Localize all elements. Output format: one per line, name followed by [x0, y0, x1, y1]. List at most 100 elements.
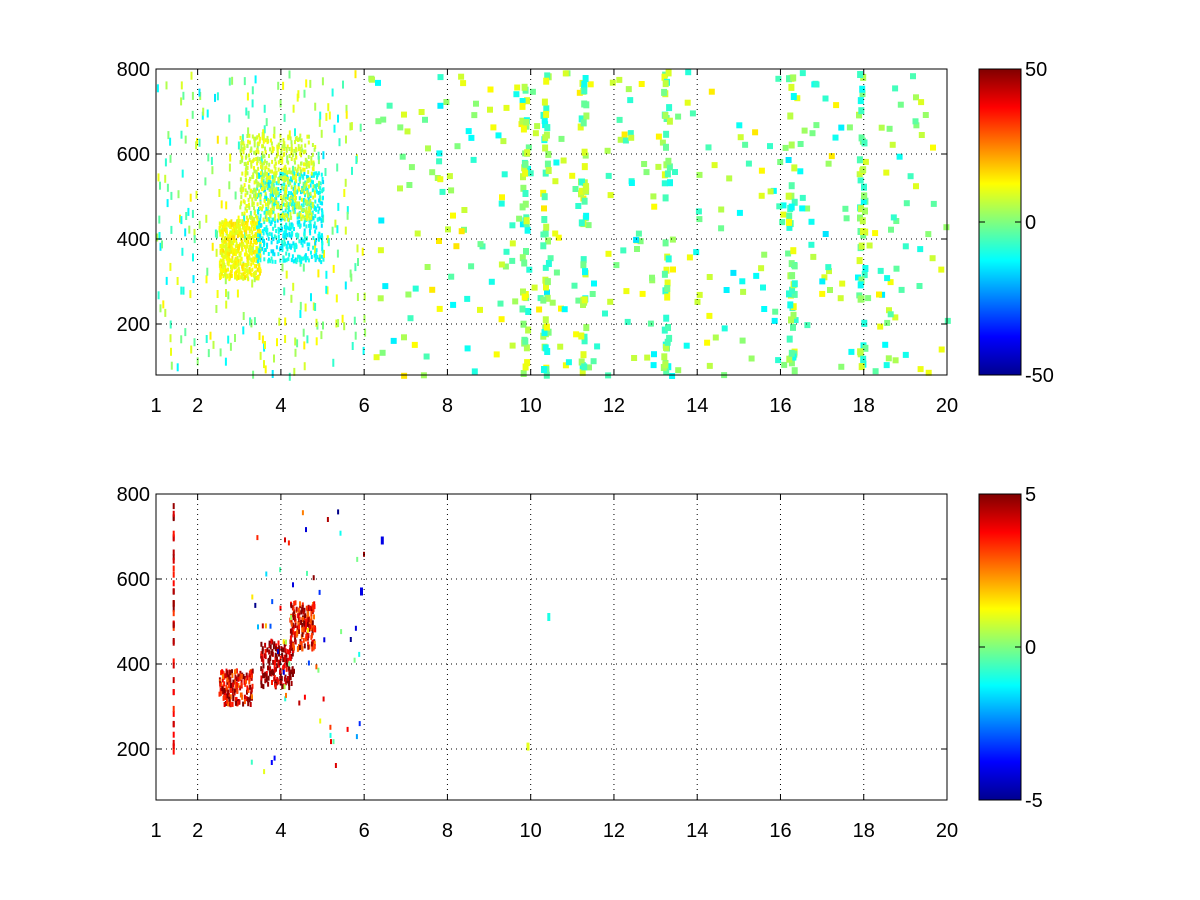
- heatmap-cell: [256, 221, 258, 226]
- heatmap-cell: [258, 220, 260, 225]
- heatmap-cell: [286, 247, 289, 252]
- heatmap-cell: [231, 264, 234, 269]
- heatmap-cell: [263, 154, 266, 159]
- heatmap-cell: [664, 293, 671, 301]
- heatmap-cell: [290, 157, 293, 161]
- heatmap-cell: [263, 227, 266, 232]
- heatmap-cell: [245, 678, 247, 684]
- heatmap-cell: [583, 183, 590, 191]
- heatmap-cell: [223, 227, 226, 232]
- heatmap-cell: [303, 150, 305, 155]
- heatmap-cell: [246, 689, 248, 695]
- heatmap-cell: [261, 166, 264, 170]
- heatmap-cell: [256, 184, 259, 189]
- heatmap-cell: [267, 201, 270, 206]
- heatmap-cell: [278, 659, 280, 665]
- heatmap-cell: [685, 69, 692, 76]
- heatmap-cell: [338, 138, 341, 147]
- heatmap-cell: [297, 186, 300, 191]
- heatmap-cell: [239, 177, 242, 182]
- heatmap-cell: [269, 147, 271, 152]
- heatmap-cell: [303, 643, 306, 649]
- heatmap-cell: [634, 246, 640, 252]
- x-tick-label: 8: [442, 820, 453, 842]
- heatmap-cell: [283, 287, 286, 296]
- heatmap-cell: [274, 683, 277, 689]
- heatmap-cell: [647, 320, 654, 327]
- heatmap-cell: [445, 226, 451, 233]
- heatmap-cell: [240, 144, 243, 149]
- heatmap-cell: [277, 145, 280, 150]
- heatmap-cell: [290, 603, 293, 609]
- heatmap-cell: [297, 613, 300, 619]
- heatmap-cell: [262, 217, 265, 222]
- heatmap-cell: [198, 138, 201, 147]
- heatmap-cell: [322, 696, 325, 702]
- heatmap-cell: [254, 249, 256, 254]
- heatmap-cell: [382, 283, 389, 290]
- heatmap-cell: [236, 234, 239, 239]
- heatmap-cell: [235, 230, 238, 235]
- heatmap-cell: [477, 306, 483, 313]
- heatmap-cell: [223, 688, 226, 693]
- heatmap-cell: [313, 221, 316, 226]
- heatmap-cell: [910, 73, 916, 80]
- heatmap-cell: [241, 139, 243, 144]
- x-tick-label: 12: [603, 820, 625, 842]
- heatmap-cell: [306, 214, 309, 219]
- heatmap-cell: [243, 694, 246, 700]
- heatmap-cell: [303, 362, 306, 371]
- heatmap-cell: [256, 147, 259, 152]
- heatmap-cell: [771, 317, 778, 324]
- heatmap-cell: [272, 659, 275, 665]
- heatmap-cell: [271, 201, 274, 210]
- heatmap-cell: [273, 126, 276, 135]
- heatmap-cell: [675, 367, 682, 374]
- heatmap-cell: [235, 700, 238, 706]
- heatmap-cell: [310, 201, 313, 206]
- heatmap-cell: [244, 193, 247, 198]
- heatmap-cell: [364, 328, 367, 337]
- heatmap-cell: [218, 189, 221, 197]
- heatmap-cell: [233, 248, 236, 253]
- heatmap-cell: [229, 258, 232, 263]
- heatmap-cell: [224, 218, 227, 223]
- heatmap-cell: [859, 217, 866, 225]
- heatmap-cell: [245, 208, 248, 213]
- heatmap-cell: [239, 676, 242, 681]
- heatmap-cell: [321, 247, 324, 252]
- heatmap-cell: [541, 98, 548, 106]
- heatmap-cell: [821, 274, 828, 281]
- heatmap-cell: [270, 232, 273, 237]
- heatmap-cell: [289, 226, 292, 231]
- heatmap-cell: [276, 190, 279, 195]
- heatmap-cell: [283, 144, 286, 149]
- heatmap-cell: [308, 184, 310, 189]
- heatmap-cell: [298, 196, 301, 201]
- heatmap-cell: [283, 113, 286, 122]
- heatmap-cell: [257, 254, 260, 259]
- heatmap-cell: [286, 233, 289, 238]
- heatmap-cell: [259, 351, 262, 360]
- heatmap-cell: [322, 321, 324, 330]
- heatmap-cell: [288, 197, 291, 202]
- heatmap-cell: [858, 363, 865, 371]
- heatmap-cell: [525, 308, 532, 315]
- heatmap-cell: [250, 675, 253, 681]
- heatmap-cell: [303, 171, 306, 176]
- heatmap-cell: [859, 90, 866, 98]
- heatmap-cell: [313, 147, 316, 152]
- heatmap-cell: [663, 343, 669, 351]
- heatmap-cell: [261, 229, 264, 234]
- heatmap-cell: [223, 263, 226, 267]
- heatmap-cell: [229, 153, 232, 162]
- heatmap-cell: [227, 701, 229, 707]
- heatmap-cell: [302, 637, 305, 643]
- heatmap-cell: [267, 681, 270, 687]
- heatmap-cell: [251, 215, 254, 220]
- heatmap-cell: [332, 358, 335, 367]
- heatmap-cell: [214, 93, 216, 102]
- heatmap-cell: [292, 642, 295, 648]
- heatmap-cell: [313, 604, 316, 610]
- heatmap-cell: [631, 355, 638, 361]
